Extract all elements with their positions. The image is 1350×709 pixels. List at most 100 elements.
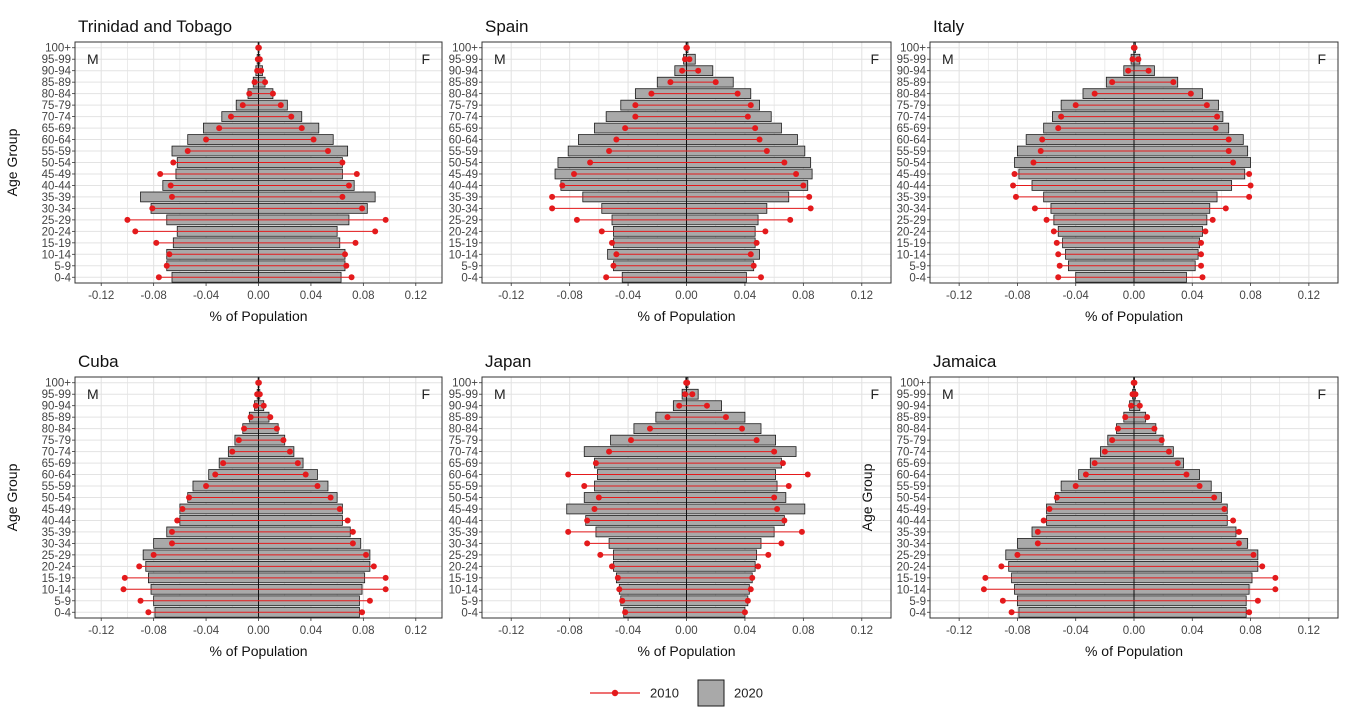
point-2010-male [616,586,623,593]
y-tick-label: 10-14 [449,584,479,596]
x-tick-label: -0.08 [1004,290,1030,302]
point-2010-male [679,67,686,74]
y-tick-label: 50-54 [897,158,927,170]
y-tick-label: 55-59 [42,146,71,158]
point-2010-male [1109,79,1116,86]
point-2010-male [565,471,572,478]
point-2010-female [352,239,359,246]
point-2010-male [591,505,598,512]
point-2010-female [1246,170,1253,177]
point-2010-male [247,414,254,421]
point-2010-female [798,528,805,535]
point-2010-female [269,90,276,97]
point-2010-female [747,251,754,258]
x-tick-label: 0.00 [1123,290,1145,302]
x-tick-label: -0.04 [1063,625,1090,637]
y-tick-label: 35-39 [449,527,478,539]
x-tick-label: 0.08 [352,625,374,637]
point-2010-female [781,159,788,166]
y-tick-label: 25-29 [897,550,926,562]
panel-title: Jamaica [933,352,997,371]
point-2010-male [184,148,191,155]
point-2010-female [1247,182,1254,189]
point-2010-female [1174,460,1181,467]
point-2010-female [353,170,360,177]
point-2010-female [294,460,301,467]
point-2010-male [1055,251,1062,258]
y-tick-label: 25-29 [897,215,926,227]
point-2010-male [227,113,234,120]
y-tick-label: 5-9 [461,596,478,608]
point-2010-female [327,494,334,501]
y-tick-label: 10-14 [42,584,72,596]
point-2010-male [167,182,174,189]
male-label: M [494,386,506,402]
panel-spain: Spain M F 0-45-910-1415-1920-2425-2930-3435… [449,17,892,324]
y-tick-label: 90-94 [897,66,927,78]
point-2010-female [1214,113,1221,120]
x-tick-label: -0.04 [193,625,220,637]
x-axis-title: % of Population [637,643,735,659]
point-2010-male [1101,448,1108,455]
point-2010-female [1198,251,1205,258]
y-tick-label: 20-24 [42,561,72,573]
y-tick-label: 0-4 [461,607,478,619]
point-2010-male [595,494,602,501]
point-2010-female [255,44,262,51]
legend-2010-marker [611,689,619,697]
point-2010-male [613,251,620,258]
x-tick-label: -0.04 [1063,290,1090,302]
x-tick-label: 0.00 [675,625,697,637]
point-2010-male [1043,216,1050,223]
y-tick-label: 5-9 [909,596,926,608]
y-tick-label: 55-59 [897,481,926,493]
point-2010-female [258,67,265,74]
y-tick-label: 5-9 [909,261,926,273]
point-2010-male [619,597,626,604]
point-2010-female [787,216,794,223]
male-label: M [87,51,99,67]
x-tick-label: -0.08 [557,290,583,302]
x-tick-label: -0.08 [557,625,583,637]
point-2010-female [256,56,263,63]
x-tick-label: 0.00 [247,625,269,637]
y-tick-label: 50-54 [42,493,72,505]
male-label: M [942,51,954,67]
point-2010-female [755,563,762,570]
x-tick-label: -0.12 [498,625,524,637]
y-tick-label: 30-34 [42,538,72,550]
point-2010-female [1187,90,1194,97]
point-2010-male [1008,609,1015,616]
y-tick-label: 5-9 [54,596,71,608]
point-2010-female [793,170,800,177]
point-2010-male [163,262,170,269]
point-2010-male [153,239,160,246]
legend-2020-swatch [697,679,725,707]
x-tick-label: 0.00 [675,290,697,302]
point-2010-male [584,540,591,547]
y-tick-label: 65-69 [42,123,71,135]
x-tick-label: 0.12 [1298,290,1320,302]
point-2010-male [982,574,989,581]
panel-jamaica: Jamaica M F 0-45-910-1415-1920-2425-2930-34… [859,352,1339,659]
point-2010-female [774,505,781,512]
y-axis-title: Age Group [4,463,20,531]
point-2010-female [757,274,764,281]
point-2010-male [170,159,177,166]
x-tick-label: 0.08 [1239,290,1261,302]
x-tick-label: 0.08 [1239,625,1261,637]
y-tick-label: 30-34 [449,538,479,550]
y-tick-label: 85-89 [449,77,478,89]
point-2010-female [684,379,691,386]
point-2010-male [573,216,580,223]
x-axis-title: % of Population [1085,643,1183,659]
y-tick-label: 10-14 [42,249,72,261]
point-2010-female [1272,586,1279,593]
point-2010-female [324,148,331,155]
y-tick-label: 55-59 [449,146,478,158]
point-2010-female [262,79,269,86]
y-tick-label: 85-89 [897,77,926,89]
point-2010-male [121,574,128,581]
point-2010-female [686,56,693,63]
y-tick-label: 80-84 [449,89,479,101]
